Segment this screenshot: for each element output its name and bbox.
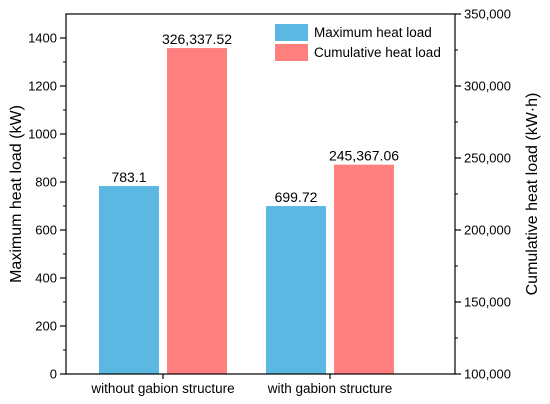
legend: Maximum heat load Cumulative heat load	[275, 24, 441, 61]
data-label: 326,337.52	[162, 31, 232, 47]
data-labels: 783.1 326,337.52 699.72 245,367.06	[111, 31, 399, 205]
y-tick-label: 400	[35, 271, 57, 286]
data-label: 699.72	[275, 189, 318, 205]
y-tick-label: 1000	[28, 127, 57, 142]
data-label: 245,367.06	[329, 148, 399, 164]
y2-tick-label: 250,000	[464, 151, 511, 166]
bar	[99, 186, 159, 374]
y2-tick-label: 200,000	[464, 223, 511, 238]
x-axis: without gabion structure with gabion stru…	[90, 374, 392, 396]
y2-tick-label: 300,000	[464, 79, 511, 94]
x-tick-label: with gabion structure	[267, 381, 393, 396]
y-tick-label: 1400	[28, 31, 57, 46]
y-axis-title: Maximum heat load (kW)	[8, 105, 25, 283]
y2-tick-label: 100,000	[464, 367, 511, 382]
legend-label-maximum: Maximum heat load	[314, 25, 432, 40]
bars-layer	[99, 48, 394, 374]
y-tick-label: 0	[50, 367, 57, 382]
y-tick-label: 200	[35, 319, 57, 334]
legend-swatch-cumulative	[275, 44, 308, 61]
y2-axis-title: Cumulative heat load (kW·h)	[524, 93, 541, 296]
y-tick-label: 600	[35, 223, 57, 238]
y-tick-label: 1200	[28, 79, 57, 94]
bar	[167, 48, 227, 374]
left-axis: 0 200 400 600 800 1000 1200 1400	[28, 31, 66, 382]
right-axis: 100,000 150,000 200,000 250,000 300,000 350,0…	[455, 7, 511, 382]
legend-swatch-maximum	[275, 24, 308, 41]
bar	[266, 206, 326, 374]
data-label: 783.1	[111, 169, 146, 185]
legend-label-cumulative: Cumulative heat load	[314, 45, 441, 60]
bar	[334, 164, 394, 374]
y-tick-label: 800	[35, 175, 57, 190]
y2-tick-label: 350,000	[464, 7, 511, 22]
x-tick-label: without gabion structure	[90, 381, 234, 396]
y2-tick-label: 150,000	[464, 295, 511, 310]
